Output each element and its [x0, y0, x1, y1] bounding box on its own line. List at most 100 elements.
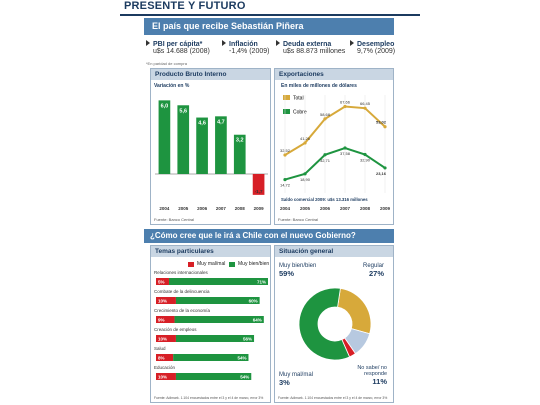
legend-good: Muy bien/bien [229, 261, 269, 267]
exports-legend-swatch [283, 95, 290, 100]
topic-label: Combate de la delincuencia [154, 289, 210, 294]
header-banner: El país que recibe Sebastián Piñera [144, 18, 394, 35]
topic-value-bad: 10% [158, 299, 167, 304]
exports-legend-swatch [283, 109, 290, 114]
exports-year-tick: 2009 [380, 206, 391, 211]
arrow-icon [222, 40, 226, 46]
exports-point [383, 125, 387, 129]
donut-slice [337, 287, 372, 335]
gdp-bar [158, 100, 171, 174]
gdp-year-tick: 2009 [254, 206, 265, 211]
topic-bar-bad [156, 278, 169, 285]
topic-value-bad: 8% [158, 356, 165, 361]
exports-value-label: 18,90 [300, 177, 311, 182]
topic-row: Crecimiento de la economía 9% 64% [151, 308, 270, 327]
exports-value-label: 67,66 [340, 100, 351, 105]
arrow-icon [276, 40, 280, 46]
exports-value-label: 58,68 [320, 112, 331, 117]
exports-year-tick: 2004 [280, 206, 291, 211]
gdp-bar [215, 116, 227, 174]
general-panel: Situación general Muy bien/bien 59% Regul… [274, 245, 394, 403]
stat-footnote: *En paridad de compra [146, 61, 187, 66]
topic-bar-svg: 10% 54% [156, 373, 252, 380]
exports-point [343, 146, 347, 150]
topic-bar-good [168, 278, 268, 285]
exports-point [323, 153, 327, 157]
topic-value-bad: 10% [158, 375, 167, 380]
exports-value-label: 32,52 [280, 148, 291, 153]
exports-point [283, 153, 287, 157]
gdp-year-tick: 2005 [178, 206, 189, 211]
gdp-bar-chart: 6,0 2004 5,6 2005 4,6 2006 4,7 2007 3,2 2008 -1,7 2… [155, 100, 268, 211]
gdp-value-label: 5,6 [179, 108, 187, 114]
gdp-value-label: 3,2 [236, 138, 244, 144]
donut-label-unsure: No sabe/ no responde 11% [357, 365, 387, 386]
exports-value-label: 37,58 [340, 151, 351, 156]
exports-value-label: 32,71 [320, 158, 331, 163]
exports-point [343, 104, 347, 109]
exports-point [323, 117, 327, 121]
legend-bad: Muy mal/mal [188, 261, 225, 267]
gdp-year-tick: 2004 [159, 206, 170, 211]
exports-year-tick: 2005 [300, 206, 311, 211]
topic-bar-svg: 10% 56% [156, 335, 255, 342]
donut-label-bad: Muy mal/mal 3% [279, 372, 314, 387]
exports-source: Fuente: Banco Central [278, 217, 319, 222]
title-rule [120, 14, 420, 16]
exports-point [383, 166, 387, 170]
topics-panel: Temas particulares Muy mal/mal Muy bien/… [150, 245, 271, 403]
donut-slice [298, 287, 351, 361]
topic-label: Relaciones internacionales [154, 270, 208, 275]
gdp-subtitle: Variación en % [154, 83, 190, 89]
gdp-bar [177, 105, 190, 174]
topic-row: Salud 8% 54% [151, 346, 270, 365]
gdp-year-tick: 2008 [235, 206, 246, 211]
gdp-bar [233, 134, 246, 174]
topic-bar-good [173, 354, 249, 361]
general-donut-chart [298, 287, 372, 361]
topic-row: Educación 10% 54% [151, 365, 270, 384]
survey-question: ¿Cómo cree que le irá a Chile con el nue… [144, 229, 394, 243]
exports-footnote: Saldo comercial 2009: u$s 13.316 millone… [281, 197, 368, 202]
topic-value-good: 54% [240, 375, 249, 380]
exports-series-line [284, 146, 386, 181]
topic-bar-svg: 10% 60% [156, 297, 260, 304]
topic-bar-good [175, 373, 252, 380]
gdp-panel-title: Producto Bruto Interno [151, 69, 270, 80]
topics-panel-title: Temas particulares [151, 246, 270, 257]
exports-legend-label: Total [293, 96, 304, 102]
exports-point [283, 177, 287, 182]
topic-value-good: 56% [243, 337, 252, 342]
gdp-value-label: 6,0 [161, 103, 169, 109]
topic-label: Crecimiento de la economía [154, 308, 211, 313]
general-source: Fuente: Adimark. 1.104 encuestados entre… [278, 396, 388, 400]
topic-value-bad: 10% [158, 337, 167, 342]
topic-value-good: 71% [257, 280, 266, 285]
topic-bar-svg: 8% 54% [156, 354, 249, 361]
topic-value-bad: 5% [158, 280, 165, 285]
arrow-icon [350, 40, 354, 46]
topic-bar-bad [156, 373, 176, 380]
general-panel-title: Situación general [275, 246, 393, 257]
topic-label: Salud [154, 346, 166, 351]
stat-external-debt: Deuda externa u$s 88.873 millones [276, 40, 345, 55]
donut-label-good: Muy bien/bien 59% [279, 263, 317, 278]
gdp-value-label: 4,6 [198, 121, 206, 127]
exports-panel-title: Exportaciones [275, 69, 393, 80]
gdp-value-label: -1,7 [255, 189, 263, 194]
exports-point [303, 141, 307, 145]
topic-row: Combate de la delincuencia 10% 60% [151, 289, 270, 308]
topic-value-bad: 9% [158, 318, 165, 323]
topics-source: Fuente: Adimark. 1.104 encuestados entre… [154, 396, 264, 400]
gdp-bar [252, 174, 265, 195]
topic-bar-good [175, 297, 260, 304]
topic-value-good: 60% [249, 299, 258, 304]
topic-row: Relaciones internacionales 5% 71% [151, 270, 270, 289]
topic-bar-good [175, 335, 255, 342]
exports-year-tick: 2006 [320, 206, 331, 211]
exports-point [303, 172, 307, 176]
exports-line-chart: Total Cobre 2004 2005 2006 2007 2008 2009 32,52 4… [280, 95, 391, 211]
gdp-year-tick: 2006 [197, 206, 208, 211]
exports-series-line [284, 105, 386, 156]
exports-point [363, 106, 367, 110]
